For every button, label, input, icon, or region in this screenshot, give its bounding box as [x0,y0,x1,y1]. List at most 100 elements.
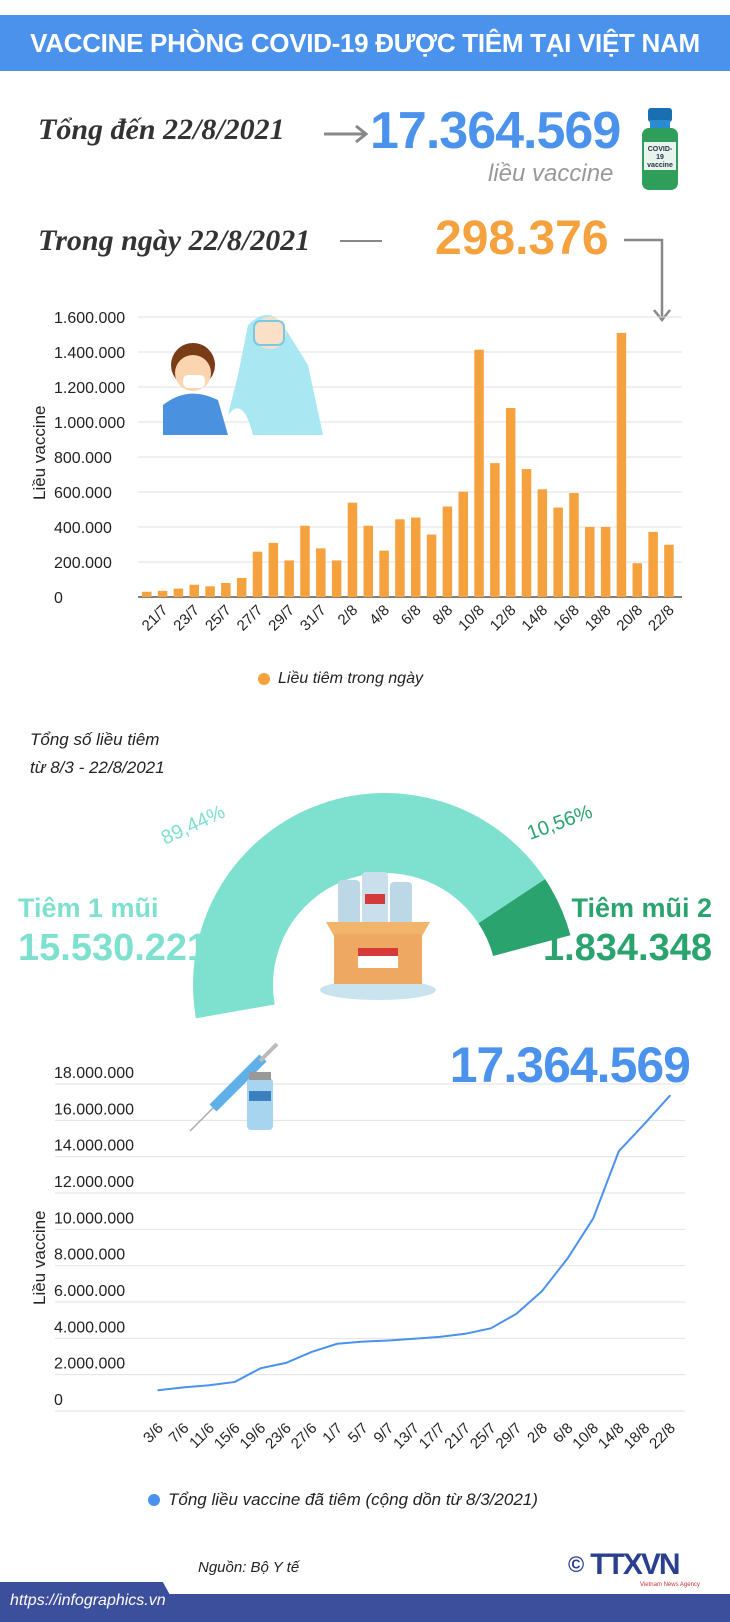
data-point-22-8 [669,1094,671,1097]
data-point-1-7 [336,1342,339,1345]
y-tick-label: 1.200.000 [54,380,125,397]
arrow-down-icon [624,238,671,323]
copyright-icon: © [568,1552,585,1577]
gauge-subtitle: từ 8/3 - 22/8/2021 [30,758,165,777]
divider-dash [340,240,382,242]
bar-22-7 [173,588,184,597]
bar-1-8 [331,560,342,597]
y-tick-label: 18.000.000 [54,1065,134,1082]
bar-12-8 [505,408,516,597]
line-legend: Tổng liều vaccine đã tiêm (cộng dồn từ 8… [148,1490,538,1510]
y-tick-label: 14.000.000 [54,1138,134,1155]
y-tick-label: 1.600.000 [54,310,125,327]
x-tick-label: 29/7 [493,1420,526,1453]
legend-swatch-orange [258,673,270,685]
data-point-17-7 [438,1336,441,1338]
y-tick-label: 2.000.000 [54,1356,125,1373]
source-text: Nguồn: Bộ Y tế [198,1559,300,1576]
data-point-15-6 [234,1381,236,1383]
bar-8-8 [442,506,453,597]
x-tick-label: 4/8 [366,602,393,629]
bar-23-7 [189,584,199,597]
x-tick-label: 16/8 [550,602,583,635]
vaccination-illustration [163,315,323,435]
data-point-21-7 [464,1332,467,1335]
x-tick-label: 14/8 [595,1420,628,1453]
x-tick-label: 21/7 [139,602,172,635]
x-tick-label: 3/6 [140,1420,167,1447]
dose-gauge-chart: 89,44% 10,56% [158,793,596,1019]
data-point-18-8 [643,1123,646,1125]
y-tick-label: 8.000.000 [54,1247,125,1264]
bar-9-8 [458,491,468,597]
arrow-right-icon [324,124,369,144]
bar-21-8 [648,531,658,597]
x-tick-label: 10/8 [455,602,488,635]
data-point-10-8 [592,1217,594,1220]
data-point-13-7 [413,1337,415,1340]
bar-28-7 [268,542,279,597]
legend-swatch-blue [148,1494,160,1506]
bar-31-7 [316,548,326,597]
data-point-9-7 [387,1339,390,1342]
y-tick-label: 600.000 [54,485,112,502]
bar-24-7 [205,586,215,597]
y-tick-label: 10.000.000 [54,1210,134,1227]
x-tick-label: 8/8 [429,602,456,629]
gauge-title: Tổng số liều tiêm [30,730,160,749]
page-title: VACCINE PHÒNG COVID-19 ĐƯỢC TIÊM TẠI VIỆ… [30,27,700,58]
total-label: Tổng đến 22/8/2021 [38,113,285,146]
gauge-segment-1 [192,793,546,1019]
dose1-value: 15.530.221 [18,927,209,969]
bar-legend: Liều tiêm trong ngày [258,670,423,688]
bar-18-8 [600,527,611,597]
bar-11-8 [490,463,500,597]
bar-7-8 [426,534,437,597]
bar-20-7 [142,591,152,597]
data-point-5-7 [362,1340,364,1343]
x-tick-label: 17/7 [416,1420,449,1453]
x-tick-label: 18/8 [582,602,615,635]
syringe-vial-illustration [189,1042,279,1132]
y-tick-label: 12.000.000 [54,1174,134,1191]
total-unit: liều vaccine [488,160,614,187]
dose2-label: Tiêm mũi 2 [571,893,712,923]
bar-20-8 [632,563,643,597]
day-label: Trong ngày 22/8/2021 [38,224,311,257]
bar-27-7 [252,551,263,597]
x-tick-label: 11/6 [186,1420,218,1452]
y-tick-label: 16.000.000 [54,1101,134,1118]
data-point-3-6 [157,1389,159,1392]
bar-30-7 [300,525,310,597]
y-tick-label: 1.400.000 [54,345,125,362]
bar-22-8 [664,544,674,597]
x-tick-label: 14/8 [518,602,551,635]
y-tick-label: 6.000.000 [54,1283,125,1300]
website-link[interactable]: https://infographics.vn [10,1592,166,1609]
x-tick-label: 22/8 [646,1420,679,1453]
bar-13-8 [521,469,532,597]
x-tick-label: 18/8 [621,1420,654,1453]
bar-14-8 [537,489,548,597]
x-tick-label: 27/7 [234,602,267,635]
x-tick-label: 19/6 [237,1420,270,1453]
line-legend-label: Tổng liều vaccine đã tiêm (cộng dồn từ 8… [168,1490,538,1509]
bar-26-7 [236,577,247,597]
bar-17-8 [585,527,595,597]
x-tick-label: 29/7 [265,602,298,635]
bar-6-8 [411,517,421,597]
bar-25-7 [221,583,231,597]
daily-bar-chart: 0 200.000 400.000 600.000 800.000 1.000.000 1.… [54,310,682,635]
data-point-25-7 [490,1327,492,1330]
logo-text: TTXVN [590,1548,680,1581]
x-tick-label: 25/7 [467,1420,500,1453]
x-tick-label: 15/6 [211,1420,244,1453]
x-tick-label: 13/7 [390,1420,423,1453]
y-tick-label: 800.000 [54,450,112,467]
dose2-value: 1.834.348 [542,927,712,969]
x-tick-label: 31/7 [297,602,330,635]
data-point-2-8 [541,1290,543,1292]
bar-29-7 [284,560,294,597]
x-tick-label: 5/7 [345,1420,372,1447]
dose2-percent: 10,56% [524,801,595,845]
